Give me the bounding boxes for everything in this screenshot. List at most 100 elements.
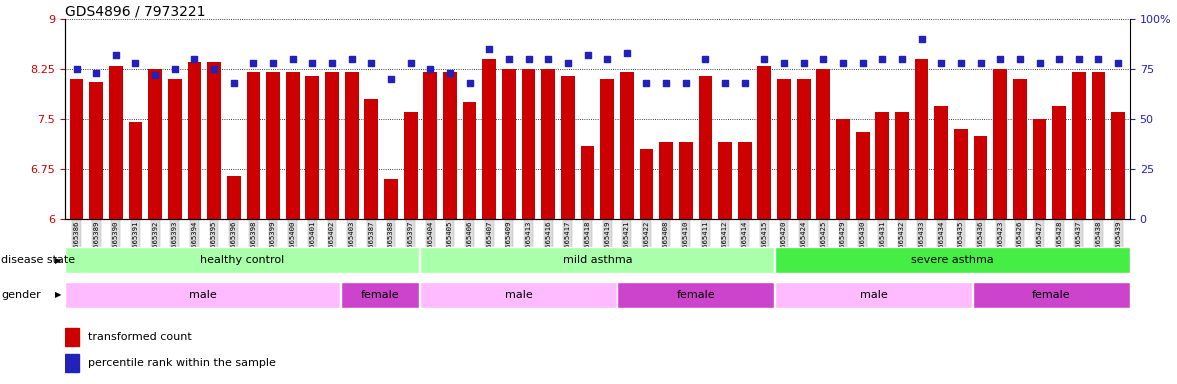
Bar [384, 179, 398, 219]
Bar [69, 79, 84, 219]
Point [991, 56, 1010, 62]
Bar [187, 63, 201, 219]
Bar [817, 69, 830, 219]
Point [440, 70, 459, 76]
Text: male: male [859, 290, 887, 300]
Point [853, 60, 872, 66]
Point [264, 60, 282, 66]
Bar [128, 122, 142, 219]
Bar [266, 73, 280, 219]
Text: gender: gender [1, 290, 41, 300]
Bar [639, 149, 653, 219]
Point [87, 70, 106, 76]
Bar [365, 99, 378, 219]
Bar [521, 69, 536, 219]
Bar [503, 69, 516, 219]
Bar [600, 79, 614, 219]
Bar [246, 73, 260, 219]
Point [421, 66, 440, 72]
Bar [1032, 119, 1046, 219]
Point [833, 60, 852, 66]
Bar [935, 106, 949, 219]
Bar [856, 132, 870, 219]
Bar [541, 69, 556, 219]
Point [657, 80, 676, 86]
Bar [580, 146, 594, 219]
Point [1010, 56, 1029, 62]
Text: GDS4896 / 7973221: GDS4896 / 7973221 [65, 4, 205, 18]
Bar [679, 142, 692, 219]
Text: healthy control: healthy control [200, 255, 285, 265]
Point [932, 60, 951, 66]
Text: male: male [505, 290, 532, 300]
Text: female: female [677, 290, 716, 300]
Point [716, 80, 734, 86]
Point [361, 60, 380, 66]
Point [912, 36, 931, 42]
Point [696, 56, 714, 62]
Bar [345, 73, 359, 219]
Point [519, 56, 538, 62]
Bar [306, 76, 319, 219]
Bar [797, 79, 811, 219]
Bar [777, 79, 791, 219]
Bar [65, 247, 419, 273]
Point [736, 80, 754, 86]
Bar [65, 354, 80, 372]
Bar [738, 142, 752, 219]
Point [598, 56, 617, 62]
Point [381, 76, 400, 82]
Bar [483, 59, 497, 219]
Bar [65, 328, 80, 346]
Bar [718, 142, 732, 219]
Point [637, 80, 656, 86]
Point [951, 60, 970, 66]
Point [814, 56, 833, 62]
Point [67, 66, 86, 72]
Point [971, 60, 990, 66]
Point [1030, 60, 1049, 66]
Bar [895, 113, 909, 219]
Bar [65, 282, 340, 308]
Point [677, 80, 696, 86]
Bar [1013, 79, 1026, 219]
Point [774, 60, 793, 66]
Point [146, 72, 165, 78]
Bar [420, 282, 617, 308]
Point [1050, 56, 1069, 62]
Text: transformed count: transformed count [88, 332, 192, 342]
Text: male: male [189, 290, 217, 300]
Bar [973, 136, 988, 219]
Point [322, 60, 341, 66]
Point [126, 60, 145, 66]
Point [892, 56, 911, 62]
Bar [1052, 106, 1066, 219]
Bar [1072, 73, 1085, 219]
Point [578, 52, 597, 58]
Point [754, 56, 773, 62]
Bar [424, 73, 437, 219]
Bar [955, 129, 967, 219]
Bar [148, 69, 162, 219]
Text: severe asthma: severe asthma [911, 255, 993, 265]
Bar [463, 103, 477, 219]
Bar [618, 282, 774, 308]
Bar [836, 119, 850, 219]
Point [618, 50, 637, 56]
Bar [109, 66, 122, 219]
Text: percentile rank within the sample: percentile rank within the sample [88, 358, 277, 368]
Point [480, 46, 499, 52]
Point [499, 56, 518, 62]
Bar [89, 83, 104, 219]
Bar [776, 247, 1130, 273]
Bar [561, 76, 574, 219]
Bar [207, 63, 221, 219]
Text: disease state: disease state [1, 255, 75, 265]
Text: female: female [361, 290, 400, 300]
Bar [168, 79, 181, 219]
Bar [443, 73, 457, 219]
Text: female: female [1032, 290, 1070, 300]
Point [401, 60, 420, 66]
Bar [1111, 113, 1125, 219]
Text: ▶: ▶ [55, 256, 62, 265]
